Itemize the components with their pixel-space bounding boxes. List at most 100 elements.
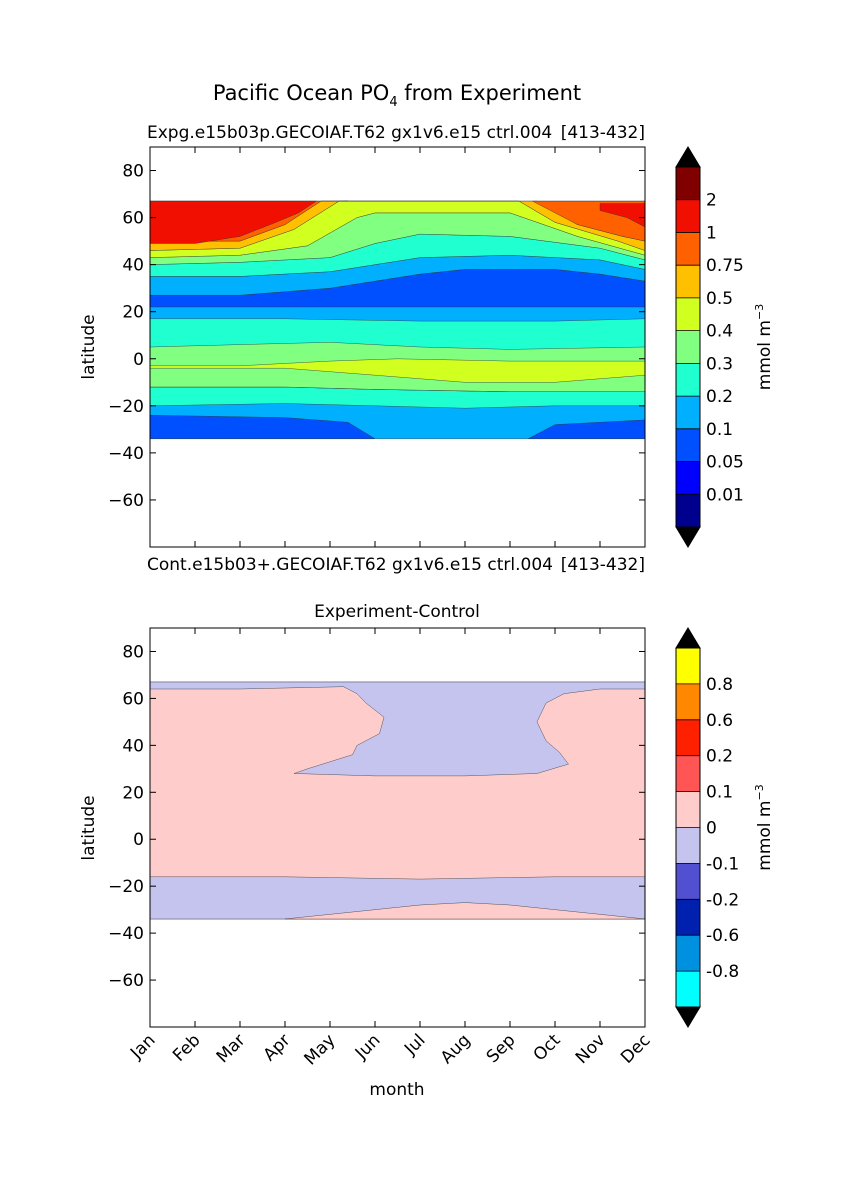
x-tick-label: Apr: [260, 1030, 295, 1065]
x-tick-label: Jan: [126, 1030, 159, 1063]
colorbar-segment: [676, 971, 700, 1007]
colorbar-label: mmol m−3: [753, 304, 775, 390]
colorbar-segment: [676, 232, 700, 266]
bottom-title: Experiment-Control: [314, 602, 480, 622]
colorbar-tick-label: 2: [706, 191, 717, 211]
x-tick-label: Mar: [213, 1030, 250, 1067]
colorbar-tick-label: 0.6: [706, 711, 733, 731]
colorbar-tick-label: 0.5: [706, 289, 733, 309]
y-tick-label: 20: [122, 303, 144, 323]
colorbar-tick-label: 0.01: [706, 485, 744, 505]
top-title-right: [413-432]: [561, 123, 645, 143]
bottom-axes-frame: [149, 627, 646, 1028]
top-colorbar: 0.01 0.05 0.1 0.2 0.3 0.4 0.5 0.75 1 2 mmol m−3: [675, 146, 775, 548]
colorbar-segment: [676, 683, 700, 720]
top-contour-field: [149, 200, 646, 439]
x-tick-label: Oct: [530, 1030, 565, 1065]
top-y-axis: 80 60 40 20 0 −20 −40 −60: [108, 147, 645, 547]
y-tick-label: 80: [122, 642, 144, 662]
bottom-y-axis: 80 60 40 20 0 −20 −40 −60: [108, 642, 645, 991]
colorbar-segment: [676, 330, 700, 364]
colorbar-segment: [676, 827, 700, 864]
x-tick-label: Dec: [617, 1030, 654, 1067]
colorbar-tick-label: 0.1: [706, 420, 733, 440]
figure-title: Pacific Ocean PO4 from Experiment: [213, 81, 581, 110]
contour-band-0.05-0.1-south-east: [527, 419, 646, 439]
colorbar-segment: [676, 863, 700, 900]
y-tick-label: −20: [108, 397, 144, 417]
y-tick-label: 40: [122, 256, 144, 276]
colorbar-extend-bottom: [675, 526, 701, 548]
colorbar-frame: [675, 166, 701, 528]
colorbar-segment: [676, 265, 700, 298]
x-tick-label: Jun: [351, 1030, 385, 1064]
top-axes-frame: [149, 146, 646, 548]
colorbar-segment: [676, 935, 700, 972]
colorbar-tick-label: 0.75: [706, 256, 744, 276]
control-title-right: [413-432]: [561, 555, 645, 575]
bottom-xlabel: month: [369, 1080, 424, 1100]
x-tick-label: Sep: [483, 1030, 520, 1067]
colorbar-extend-top: [675, 146, 701, 168]
colorbar-segment: [676, 428, 700, 462]
colorbar-segment: [676, 461, 700, 495]
x-tick-label: Aug: [437, 1030, 475, 1068]
y-tick-label: 0: [133, 830, 144, 850]
y-tick-label: −40: [108, 924, 144, 944]
colorbar-segment: [676, 648, 700, 684]
y-tick-label: 20: [122, 783, 144, 803]
diff-band-0-0.1-south-intrusion: [284, 902, 646, 920]
bottom-contour-field: [149, 681, 646, 920]
y-tick-label: −60: [108, 971, 144, 991]
x-tick-label: Feb: [169, 1030, 204, 1065]
bottom-colorbar: -0.8 -0.6 -0.2 -0.1 0 0.1 0.2 0.6 0.8 mmol m−3: [675, 627, 775, 1028]
colorbar-segment: [676, 899, 700, 936]
x-tick-label: May: [301, 1030, 340, 1069]
colorbar-tick-label: 0.1: [706, 783, 733, 803]
colorbar-tick-label: 0.2: [706, 747, 733, 767]
x-tick-label: Nov: [572, 1030, 610, 1068]
y-tick-label: −20: [108, 877, 144, 897]
top-panel: Expg.e15b03p.GECOIAF.T62 gx1v6.e15 ctrl.…: [79, 123, 646, 548]
bottom-ylabel: latitude: [79, 795, 99, 860]
y-tick-label: 60: [122, 689, 144, 709]
colorbar-segment: [676, 791, 700, 828]
x-tick-label: Jul: [400, 1030, 429, 1059]
diff-band-neg0.1-0-north: [149, 681, 646, 777]
colorbar-tick-label: 1: [706, 223, 717, 243]
y-tick-label: 80: [122, 162, 144, 182]
colorbar-tick-label: -0.6: [706, 926, 739, 946]
colorbar-tick-label: 0.8: [706, 675, 733, 695]
y-tick-label: 40: [122, 736, 144, 756]
control-title-left: Cont.e15b03+.GECOIAF.T62 gx1v6.e15 ctrl.…: [147, 555, 553, 575]
y-tick-label: −60: [108, 491, 144, 511]
colorbar-segment: [676, 167, 700, 200]
colorbar-tick-label: 0.05: [706, 453, 744, 473]
y-tick-label: −40: [108, 444, 144, 464]
colorbar-segment: [676, 755, 700, 792]
top-title-left: Expg.e15b03p.GECOIAF.T62 gx1v6.e15 ctrl.…: [147, 123, 552, 143]
colorbar-tick-label: -0.8: [706, 962, 739, 982]
colorbar-extend-top: [675, 627, 701, 649]
colorbar-label: mmol m−3: [753, 784, 775, 870]
top-ylabel: latitude: [79, 314, 99, 379]
colorbar-tick-label: 0.2: [706, 387, 733, 407]
colorbar-tick-label: -0.1: [706, 854, 739, 874]
colorbar-tick-label: 0: [706, 819, 717, 839]
colorbar-tick-label: 0.3: [706, 354, 733, 374]
colorbar-extend-bottom: [675, 1006, 701, 1028]
contour-band-1-2-north-east: [599, 203, 646, 228]
colorbar-tick-label: -0.2: [706, 890, 739, 910]
y-tick-label: 0: [133, 350, 144, 370]
colorbar-segment: [676, 199, 700, 233]
bottom-panel: Experiment-Control 80 60 40 20 0 −20 −40 −60 Ja…: [79, 602, 655, 1100]
colorbar-segment: [676, 297, 700, 331]
colorbar-segment: [676, 494, 700, 527]
colorbar-segment: [676, 396, 700, 429]
colorbar-segment: [676, 719, 700, 756]
contour-band-1-2-north: [149, 200, 318, 244]
colorbar-tick-label: 0.4: [706, 322, 733, 342]
colorbar-segment: [676, 363, 700, 397]
y-tick-label: 60: [122, 209, 144, 229]
